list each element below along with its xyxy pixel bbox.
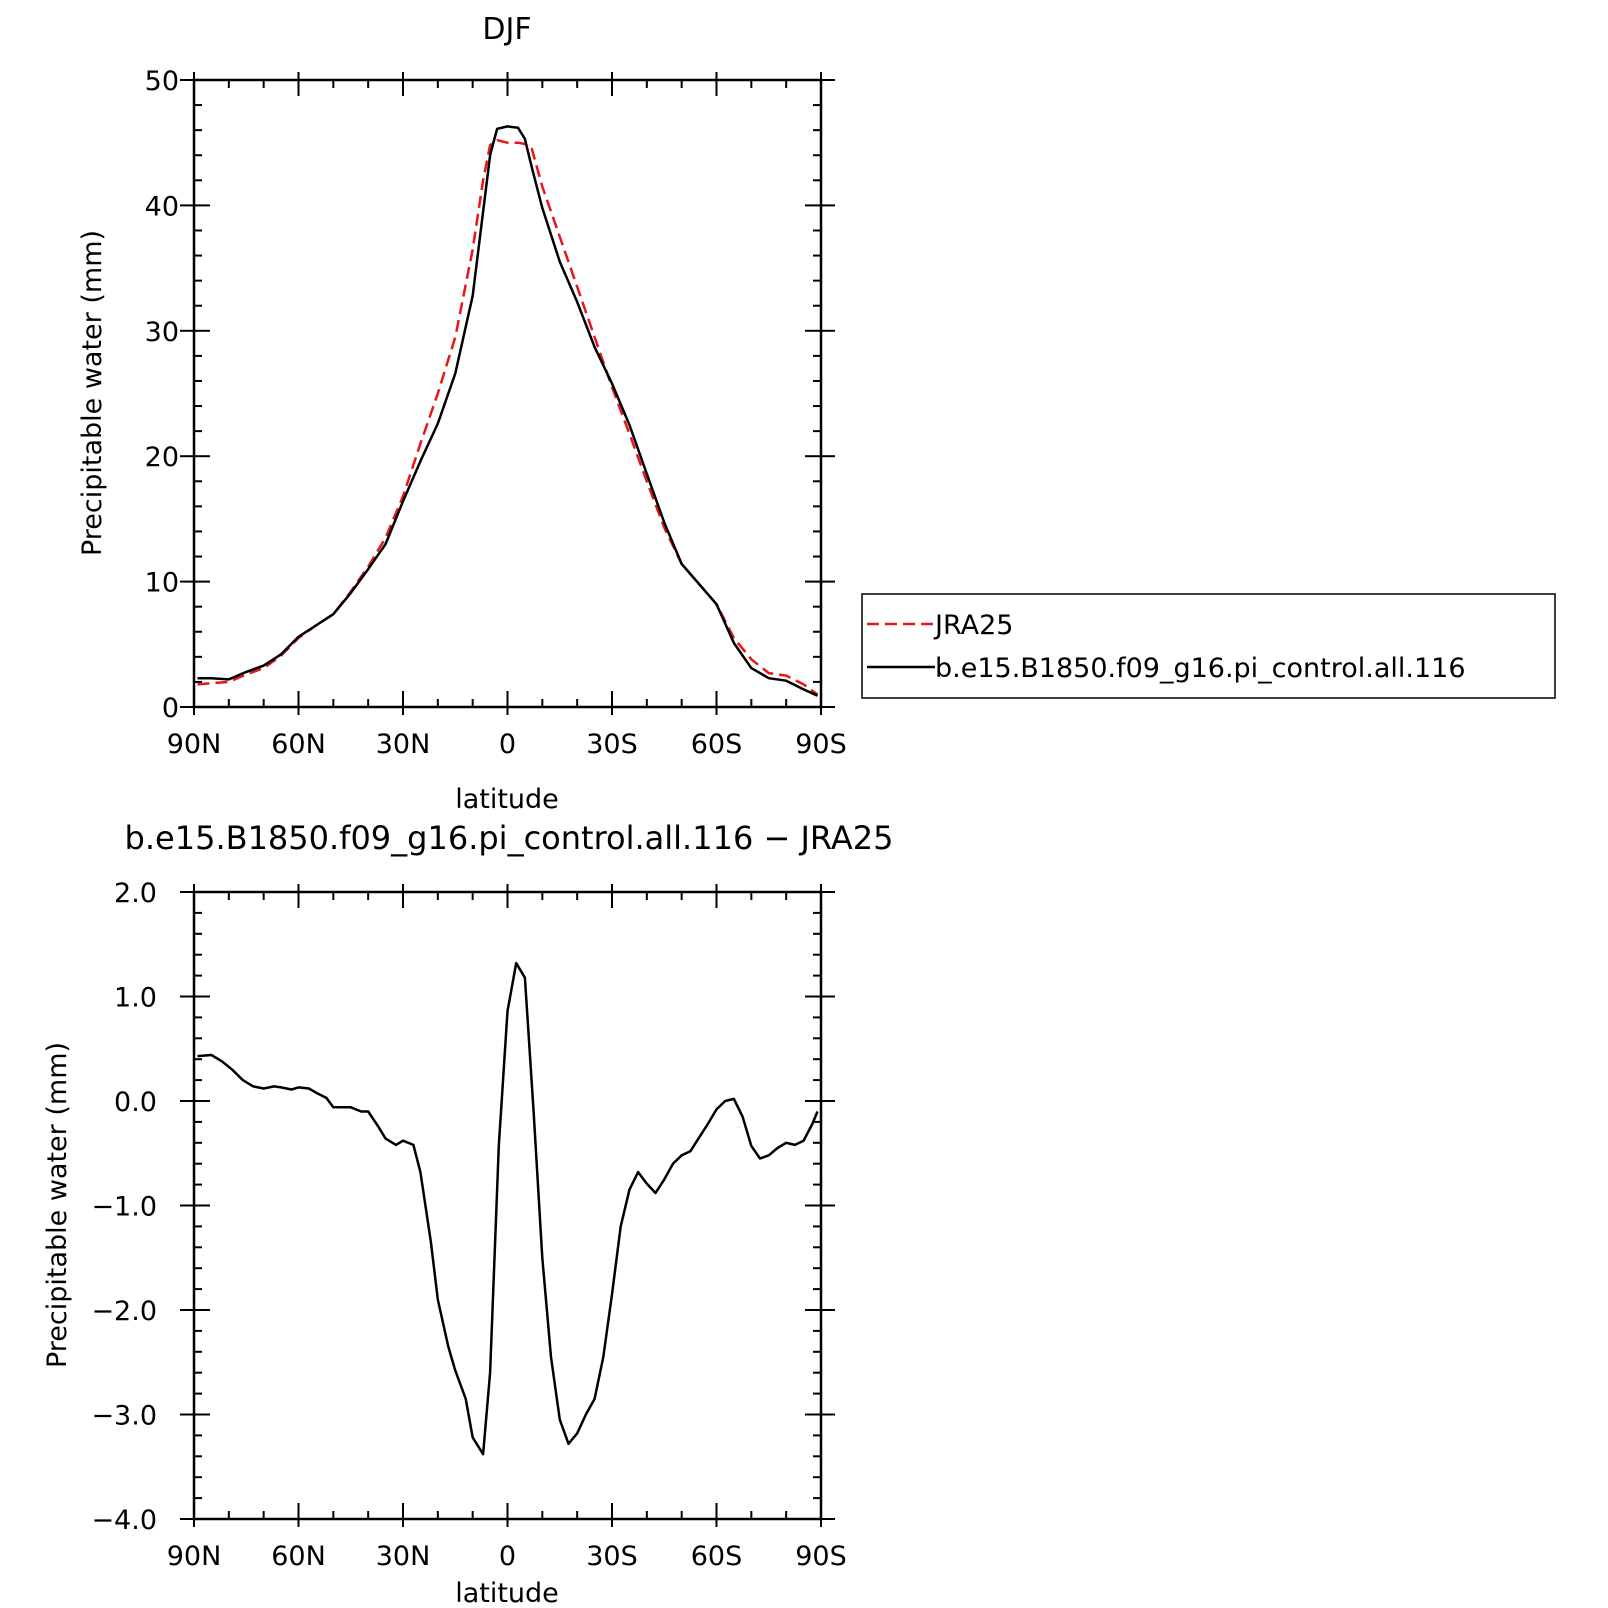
bottom-y-tick-label: 0.0 [114, 1087, 157, 1118]
bottom-title: b.e15.B1850.f09_g16.pi_control.all.116 −… [125, 819, 894, 857]
bottom-x-tick-label: 60N [271, 1541, 326, 1572]
top-x-axis-label: latitude [455, 784, 559, 815]
top-y-tick-label: 0 [162, 693, 179, 724]
bottom-x-tick-label: 0 [499, 1541, 516, 1572]
bottom-y-tick-label: −2.0 [91, 1296, 157, 1327]
bottom-series-lines [197, 961, 819, 1456]
bottom-plot-frame [192, 890, 823, 1521]
top-series-lines [197, 125, 819, 697]
legend: JRA25 b.e15.B1850.f09_g16.pi_control.all… [861, 593, 1556, 699]
top-y-tick-label: 10 [145, 568, 179, 599]
bottom-panel: b.e15.B1850.f09_g16.pi_control.all.116 −… [42, 819, 893, 1608]
bottom-x-tick-label: 30S [586, 1541, 638, 1572]
top-panel: DJF 90N 60N 30N 0 30S 60S 90S 0 10 20 30 40 50 lati… [77, 12, 1556, 815]
bottom-x-tick-labels: 90N 60N 30N 0 30S 60S 90S [167, 1541, 847, 1572]
top-x-tick-label: 0 [499, 729, 516, 760]
bottom-y-tick-label: 1.0 [114, 983, 157, 1014]
bottom-y-tick-label: −1.0 [91, 1192, 157, 1223]
top-series-line-model [197, 125, 819, 697]
top-x-tick-label: 90N [167, 729, 222, 760]
bottom-x-tick-label: 60S [691, 1541, 743, 1572]
legend-label-jra25: JRA25 [933, 610, 1013, 641]
top-y-tick-labels: 0 10 20 30 40 50 [145, 66, 179, 724]
bottom-y-tick-labels: 2.0 1.0 0.0 −1.0 −2.0 −3.0 −4.0 [91, 878, 157, 1536]
bottom-y-tick-label: −4.0 [91, 1505, 157, 1536]
top-y-axis-label: Precipitable water (mm) [77, 230, 108, 556]
bottom-x-tick-label: 30N [376, 1541, 431, 1572]
bottom-x-tick-label: 90S [795, 1541, 847, 1572]
top-x-tick-labels: 90N 60N 30N 0 30S 60S 90S [167, 729, 847, 760]
bottom-series-line-model [197, 961, 819, 1456]
bottom-x-axis-label: latitude [455, 1578, 559, 1608]
top-x-tick-label: 30S [586, 729, 638, 760]
bottom-y-tick-label: 2.0 [114, 878, 157, 909]
bottom-y-tick-label: −3.0 [91, 1401, 157, 1432]
top-plot-frame [192, 78, 823, 709]
bottom-y-axis-label: Precipitable water (mm) [42, 1042, 73, 1368]
top-x-tick-label: 30N [376, 729, 431, 760]
top-series-line-jra25 [197, 138, 819, 696]
top-y-tick-label: 50 [145, 66, 179, 97]
bottom-x-tick-label: 90N [167, 1541, 222, 1572]
top-axis-ticks [180, 72, 835, 715]
top-x-tick-label: 60N [271, 729, 326, 760]
top-y-tick-label: 40 [145, 191, 179, 222]
top-y-tick-label: 20 [145, 442, 179, 473]
legend-box [861, 593, 1556, 699]
top-y-tick-label: 30 [145, 317, 179, 348]
legend-label-model: b.e15.B1850.f09_g16.pi_control.all.116 [935, 653, 1466, 684]
top-x-tick-label: 60S [691, 729, 743, 760]
bottom-axis-ticks [180, 884, 835, 1527]
top-title: DJF [482, 12, 531, 47]
top-x-tick-label: 90S [795, 729, 847, 760]
